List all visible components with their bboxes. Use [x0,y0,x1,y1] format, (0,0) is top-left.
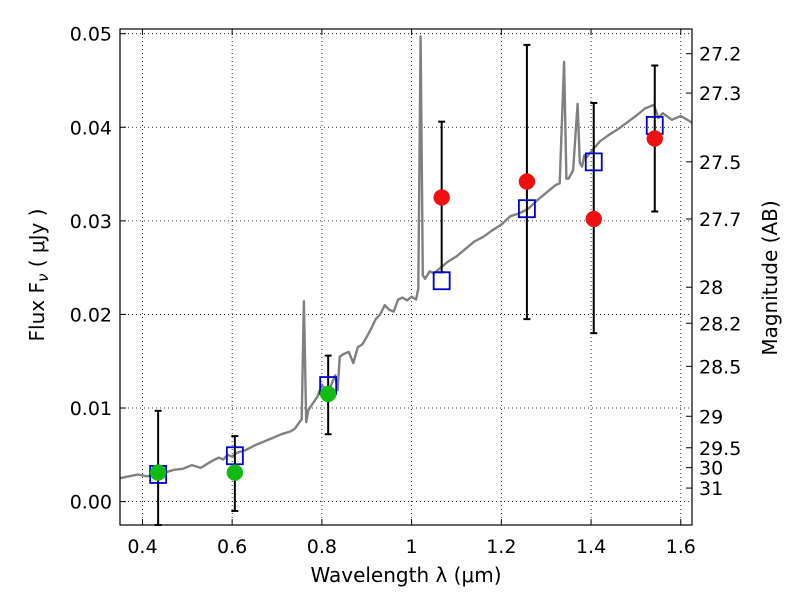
magnitude-tick-label: 31 [699,478,723,500]
model-flux-square [225,446,244,466]
y-tick-label: 0.02 [70,304,112,326]
x-tick-label: 1 [406,536,418,558]
magnitude-tick-label: 27.2 [699,44,741,66]
x-axis-ticks: 0.4 0.6 0.8 1 1.2 1.4 1.6 [127,29,696,558]
model-spectrum-line [119,35,693,480]
model-spectrum-layer [119,35,693,480]
magnitude-tick-label: 27.5 [699,152,741,174]
y-tick-label: 0.03 [70,211,112,233]
x-axis-label: Wavelength λ (μm) [310,563,501,587]
right-axis-label: Magnitude (AB) [758,200,782,355]
y-tick-label: 0.04 [70,117,112,139]
model-flux-square [432,271,451,291]
upper-limit-dot [226,464,244,481]
y-axis-label-unit: ( μJy ) [25,209,49,274]
magnitude-tick-label: 27.7 [699,209,741,231]
upper-limit-dot [149,464,167,481]
magnitude-tick-label: 29.5 [699,438,741,460]
x-tick-label: 1.4 [576,536,606,558]
y-tick-label: 0.05 [70,24,112,46]
y-axis-ticks: 0.00 0.01 0.02 0.03 0.04 0.05 [70,24,126,514]
y-tick-label: 0.00 [70,492,112,514]
magnitude-tick-label: 29 [699,406,723,428]
x-tick-label: 0.4 [127,536,157,558]
measured-flux-dots-layer [149,130,664,481]
plot-frame [119,28,693,526]
magnitude-tick-label: 30 [699,458,723,480]
detection-dot [585,210,603,228]
gridlines [120,29,692,525]
y-axis-label: Flux Fν ( μJy ) [25,209,52,342]
x-tick-label: 0.6 [217,536,247,558]
upper-limit-dot [319,385,337,403]
detection-dot [433,189,450,206]
x-tick-label: 1.6 [666,536,696,558]
x-tick-label: 1.2 [486,536,516,558]
model-flux-square [584,152,603,172]
magnitude-tick-label: 28 [699,277,723,299]
detection-dot [646,130,664,147]
error-bars-layer [154,43,659,526]
magnitude-tick-label: 27.3 [699,83,741,105]
magnitude-tick-label: 28.5 [699,356,741,378]
magnitude-tick-label: 28.2 [699,313,741,335]
model-flux-square [518,199,536,219]
detection-dot [518,173,536,190]
y-axis-label-subscript: ν [34,274,52,282]
y-axis-label-main: Flux F [25,282,49,341]
x-tick-label: 0.8 [307,536,337,558]
y-tick-label: 0.01 [70,398,112,420]
